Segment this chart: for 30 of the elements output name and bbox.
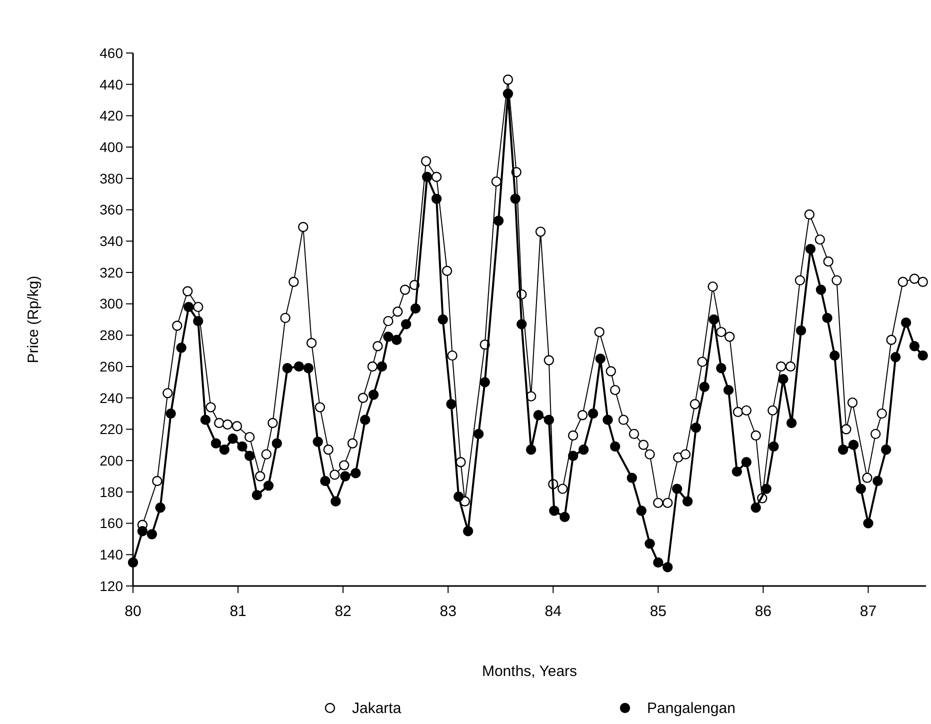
y-tick-label: 260 [100,358,124,374]
y-tick-label: 240 [100,390,124,406]
y-tick-label: 320 [100,264,124,280]
y-tick-label: 360 [100,202,124,218]
y-tick-label: 220 [100,421,124,438]
y-tick-label: 180 [100,484,124,500]
y-tick-label: 380 [100,170,124,186]
y-tick-label: 160 [100,515,124,532]
x-tick-label: 82 [334,603,352,620]
y-tick-label: 140 [100,546,124,563]
y-tick-label: 280 [100,327,124,344]
legend-label: Pangalengan [647,700,736,717]
x-tick-label: 81 [230,603,246,620]
y-tick-label: 120 [100,578,124,594]
y-tick-label: 300 [100,296,124,312]
x-tick-label: 87 [860,603,877,620]
legend-label: Jakarta [352,700,402,717]
y-tick-label: 420 [100,108,124,124]
y-axis-title: Price (Rp/kg) [25,276,42,364]
x-tick-label: 83 [440,603,456,620]
y-tick-label: 460 [100,44,124,61]
y-tick-label: 400 [100,138,124,155]
x-tick-label: 85 [650,603,667,620]
x-tick-label: 84 [544,603,562,620]
x-tick-label: 80 [124,603,142,620]
x-axis-title: Months, Years [482,663,578,680]
y-tick-label: 200 [100,452,124,468]
y-tick-label: 440 [100,76,124,92]
y-tick-label: 340 [100,233,124,250]
x-tick-label: 86 [754,603,772,620]
